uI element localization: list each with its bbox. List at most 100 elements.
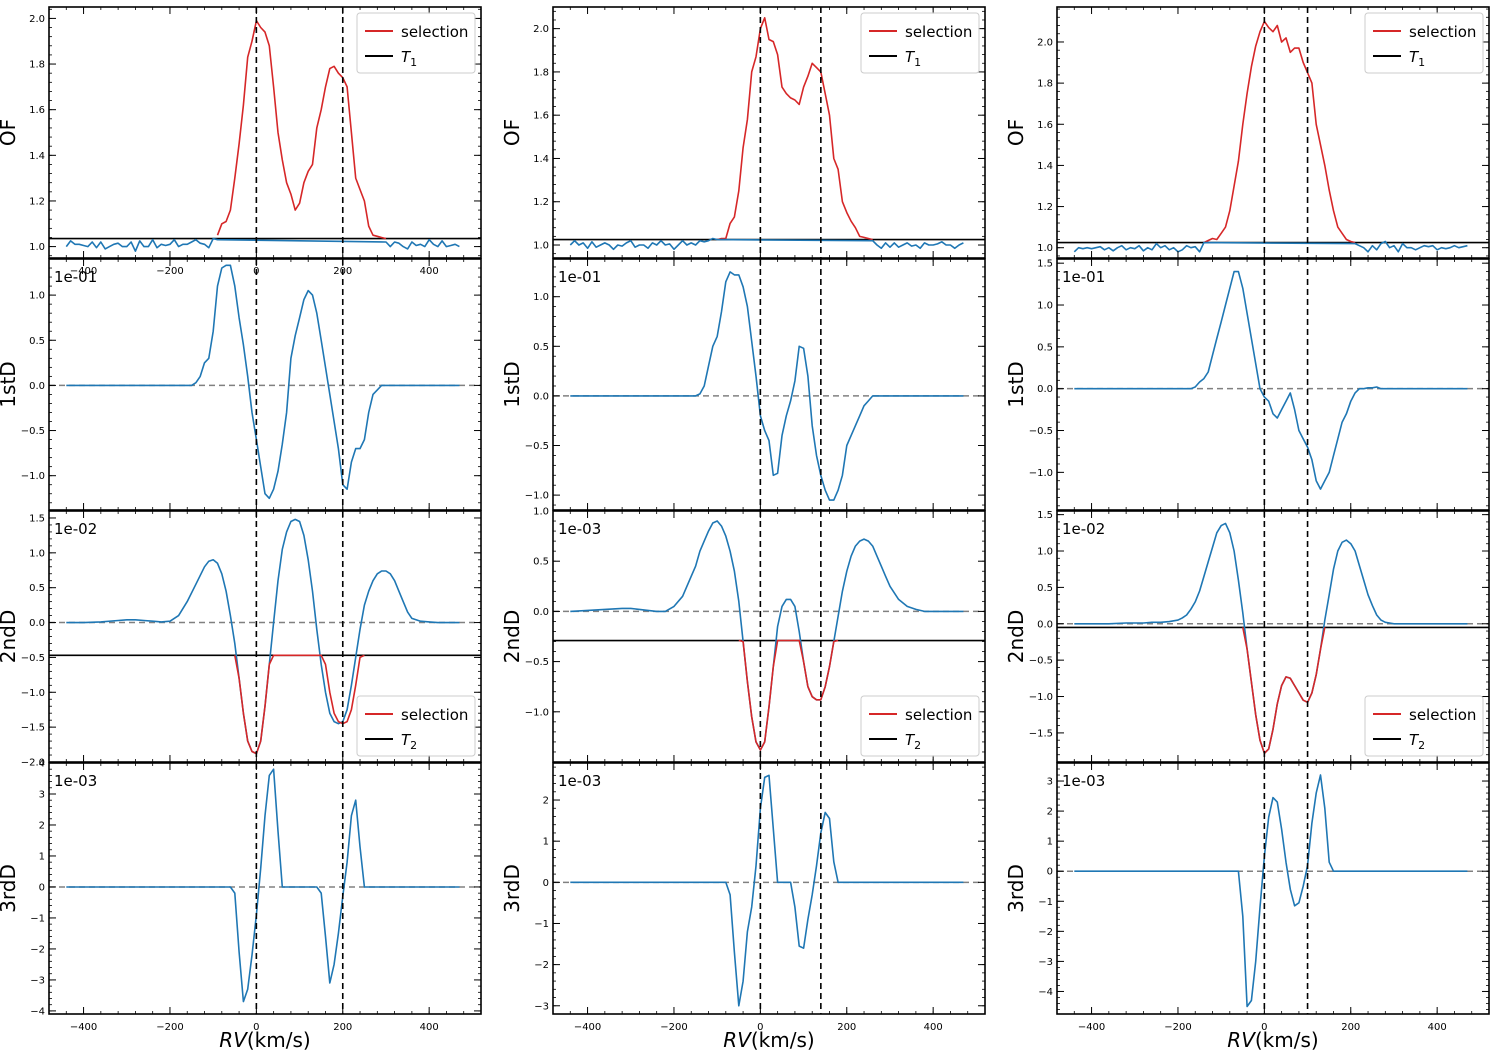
x-tick-label: 0 [1261,1022,1267,1033]
y-tick-label: −3 [30,975,45,986]
y-tick-label: 1.2 [1037,202,1053,213]
y-axis-label: 2ndD [1004,610,1028,664]
legend-box [356,695,476,757]
y-tick-label: 1 [1047,837,1053,848]
plot-area [553,259,985,510]
x-tick-label: 400 [1428,1022,1447,1033]
axes-frame [48,258,482,511]
data-series-line [66,264,460,500]
x-tick-label: −400 [574,1022,601,1033]
y-tick-label: 1.6 [1037,120,1053,131]
y-tick-label: 1.6 [29,105,45,116]
x-tick-label: 400 [420,1022,439,1033]
scale-label: 1e-01 [1062,268,1105,286]
legend: selection T2 [860,695,980,757]
legend: selection T2 [1364,695,1484,757]
y-tick-label: 3 [39,789,45,800]
legend-box [860,12,980,74]
scale-label: 1e-03 [558,772,601,790]
y-tick-label: −1.0 [525,491,549,502]
y-tick-label: 2 [543,796,549,807]
y-tick-label: −0.5 [21,653,45,664]
y-tick-label: 0.0 [533,391,549,402]
y-tick-label: 1.0 [533,292,549,303]
y-tick-label: 1.4 [29,151,45,162]
y-tick-label: −1.0 [21,471,45,482]
y-tick-label: 2.0 [29,14,45,25]
data-series-line [1074,774,1468,1008]
y-tick-label: 0.5 [1037,583,1053,594]
plot-area [49,7,481,258]
x-tick-label: 0 [757,1022,763,1033]
y-tick-label: 0.0 [29,618,45,629]
axes-frame [48,6,482,259]
y-tick-label: 2 [39,820,45,831]
y-tick-label: 1.5 [29,513,45,524]
y-tick-label: 0.0 [1037,619,1053,630]
panel-2-2: −1.0 −0.5 0.0 0.5 1.0 1stD 1e-01 [500,258,986,511]
y-tick-label: 2.0 [1037,37,1053,48]
panel-3-2: −1.0 −0.5 0.0 0.5 1.0 1.5 1stD 1e-01 [1004,258,1490,511]
y-tick-label: 0 [543,878,549,889]
x-axis-label-col1: RV(km/s) [219,1028,310,1052]
y-tick-label: −1.0 [1029,692,1053,703]
panel-1-4: −4 −3 −2 −1 0 1 2 3 4 −400 −200 0 200 400 3rdD 1e-03 [0,759,482,1033]
panel-1-3: −2.0 −1.5 −1.0 −0.5 0.0 0.5 1.0 1.5 2ndD 1e-02 sel… [0,510,482,769]
y-tick-label: −0.5 [525,657,549,668]
legend-label: selection [905,23,972,41]
data-series-line [1073,240,1468,253]
y-tick-label: −1.0 [525,707,549,718]
y-tick-label: 1.5 [1037,259,1053,270]
axes-frame [1056,762,1490,1015]
y-tick-label: 1.0 [1037,547,1053,558]
plot-area [1057,7,1489,258]
scale-label: 1e-03 [558,520,601,538]
x-tick-label: 0 [253,1022,259,1033]
data-series-line [1074,270,1468,490]
x-tick-label: −200 [156,266,183,277]
y-tick-label: 0.5 [533,342,549,353]
plot-area [1057,763,1489,1014]
data-series-line [570,271,964,501]
axes-frame [48,762,482,1015]
panel-2-4: −3 −2 −1 0 1 2 −400 −200 0 200 400 3rdD 1e-03 [500,762,986,1033]
plot-area [553,511,985,762]
y-tick-label: −0.5 [21,426,45,437]
legend-box [1364,695,1484,757]
y-tick-label: 1.8 [533,67,549,78]
y-axis-label: OF [1004,119,1028,146]
legend: selection T1 [860,12,980,74]
y-tick-label: −2 [30,944,45,955]
y-tick-label: 0.5 [533,557,549,568]
y-tick-label: −1 [1038,897,1053,908]
x-tick-label: 400 [924,1022,943,1033]
y-tick-label: −4 [30,1006,45,1017]
y-tick-label: 1.0 [533,241,549,252]
legend-label: selection [905,706,972,724]
data-series-line [570,520,964,751]
legend-label: T2 [1409,731,1425,752]
y-tick-label: −2 [1038,927,1053,938]
x-axis-labels: RV(km/s) RV(km/s) RV(km/s) [219,1028,1318,1052]
legend-label: selection [1409,706,1476,724]
y-tick-label: 4 [39,759,45,770]
selection-series-line [738,639,839,751]
legend-box [1364,12,1484,74]
x-tick-label: −400 [70,266,97,277]
y-tick-label: 0 [1047,867,1053,878]
legend-label: T1 [1409,48,1425,69]
y-tick-label: −4 [1038,987,1053,998]
legend-label: selection [401,23,468,41]
y-tick-label: 1.0 [29,548,45,559]
legend: selection T2 [356,695,476,757]
panel-2-1: 1.0 1.2 1.4 1.6 1.8 2.0 OF selection T1 [500,6,986,259]
plot-area [49,763,481,1014]
y-tick-label: −1.5 [1029,728,1053,739]
scale-label: 1e-01 [558,268,601,286]
x-axis-label-col2: RV(km/s) [723,1028,814,1052]
y-tick-label: 1 [39,851,45,862]
x-tick-label: 400 [420,266,439,277]
y-tick-label: −1.0 [21,688,45,699]
y-tick-label: 3 [1047,777,1053,788]
scale-label: 1e-02 [54,520,97,538]
